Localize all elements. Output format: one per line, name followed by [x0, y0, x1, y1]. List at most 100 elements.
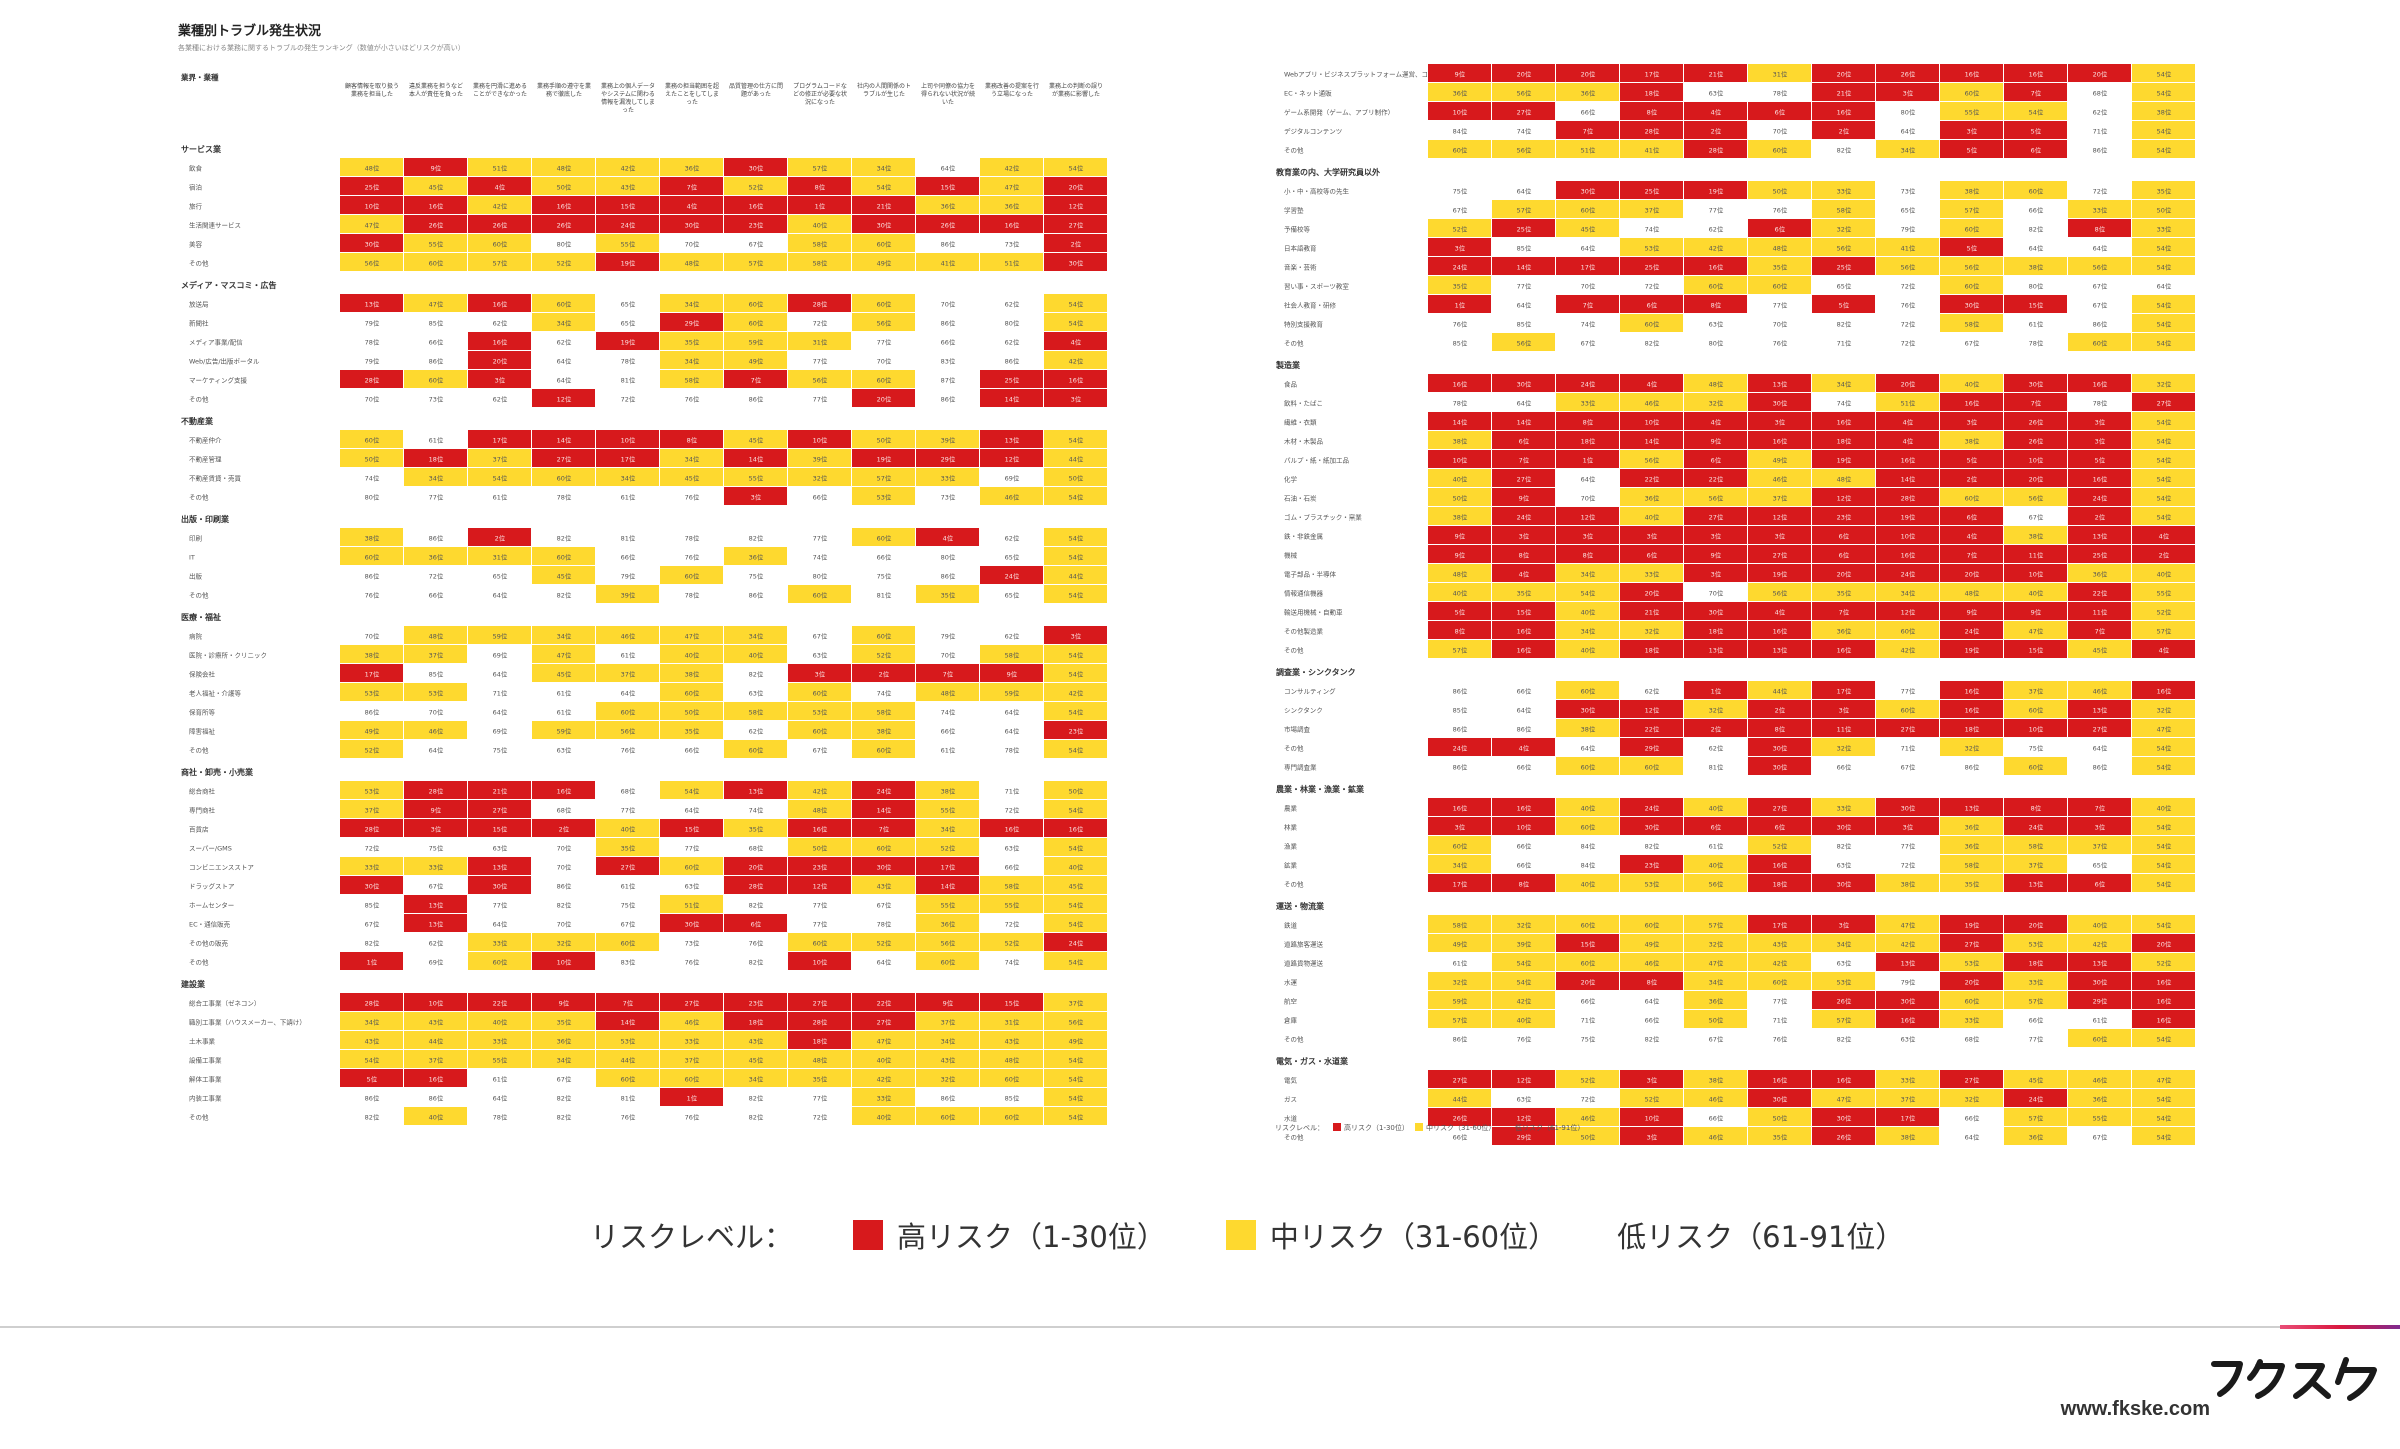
left-cell-value: 76位 [685, 958, 700, 967]
left-cell-value: 77位 [813, 534, 828, 543]
left-cell-value: 42位 [877, 1075, 892, 1084]
right-heat-cell [2132, 545, 2195, 563]
right-cell-value: 74位 [1645, 225, 1660, 234]
right-cell-value: 16位 [1965, 70, 1980, 79]
left-cell-value: 76位 [365, 591, 380, 600]
left-cell-value: 12位 [557, 395, 572, 404]
right-cell-value: 38位 [1581, 725, 1596, 734]
left-heat-cell [852, 740, 915, 758]
left-heat-cell [788, 857, 851, 875]
left-cell-value: 60位 [429, 376, 444, 385]
right-heat-cell [2068, 681, 2131, 699]
left-cell-value: 76位 [685, 395, 700, 404]
right-cell-value: 72位 [1581, 1095, 1596, 1104]
right-cell-value: 35位 [1517, 589, 1532, 598]
right-cell-value: 34位 [1837, 380, 1852, 389]
right-cell-value: 30位 [1837, 1114, 1852, 1123]
left-cell-value: 27位 [1069, 221, 1084, 230]
left-heat-cell [532, 1031, 595, 1049]
left-cell-value: 19位 [621, 259, 636, 268]
left-heat-cell [404, 857, 467, 875]
right-heat-cell [1492, 874, 1555, 892]
left-row-label: 解体工事業 [189, 1074, 222, 1083]
left-heat-cell [1044, 253, 1107, 271]
left-cell-value: 81位 [621, 1094, 636, 1103]
left-cell-value: 60位 [813, 591, 828, 600]
left-heat-cell [660, 993, 723, 1011]
left-heat-cell [340, 177, 403, 195]
left-heat-cell [916, 1012, 979, 1030]
right-heat-cell [2132, 295, 2195, 313]
right-heat-cell [1492, 469, 1555, 487]
site-url[interactable]: www.fkske.com [2060, 1398, 2210, 1420]
right-heat-cell [1876, 915, 1939, 933]
left-cell-value: 49位 [749, 357, 764, 366]
right-cell-value: 20位 [1837, 70, 1852, 79]
mini-legend-high-swatch [1333, 1123, 1341, 1131]
left-heat-cell [532, 158, 595, 176]
right-heat-cell [1620, 526, 1683, 544]
right-heat-cell [1620, 314, 1683, 332]
right-heat-cell [2068, 450, 2131, 468]
right-heat-cell [1940, 817, 2003, 835]
right-cell-value: 64位 [1901, 127, 1916, 136]
left-row-label: 設備工事業 [189, 1055, 222, 1064]
right-cell-value: 64位 [2093, 744, 2108, 753]
left-heat-cell [340, 196, 403, 214]
right-cell-value: 44位 [1773, 687, 1788, 696]
right-heat-cell [1940, 972, 2003, 990]
left-cell-value: 77位 [813, 920, 828, 929]
right-heat-cell [2068, 972, 2131, 990]
left-cell-value: 54位 [1069, 1075, 1084, 1084]
left-cell-value: 32位 [557, 939, 572, 948]
left-heat-cell [660, 721, 723, 739]
right-cell-value: 56位 [1837, 244, 1852, 253]
left-cell-value: 60位 [621, 1075, 636, 1084]
right-cell-value: 33位 [2157, 225, 2172, 234]
right-cell-value: 16位 [1837, 1076, 1852, 1085]
left-heat-cell [1044, 781, 1107, 799]
right-cell-value: 60位 [1581, 763, 1596, 772]
right-cell-value: 16位 [1965, 687, 1980, 696]
right-cell-value: 30位 [2093, 978, 2108, 987]
right-cell-value: 76位 [1901, 301, 1916, 310]
right-cell-value: 34位 [1453, 861, 1468, 870]
left-heat-cell [788, 952, 851, 970]
left-cell-value: 32位 [941, 1075, 956, 1084]
left-cell-value: 50位 [557, 183, 572, 192]
right-cell-value: 16位 [1901, 1016, 1916, 1025]
right-cell-value: 35位 [1965, 880, 1980, 889]
right-heat-cell [2132, 915, 2195, 933]
right-cell-value: 46位 [1773, 475, 1788, 484]
right-cell-value: 63位 [1709, 89, 1724, 98]
left-row-label: 専門商社 [189, 805, 216, 814]
left-cell-value: 58位 [749, 708, 764, 717]
left-cell-value: 74位 [941, 708, 956, 717]
left-cell-value: 7位 [943, 670, 954, 679]
right-cell-value: 25位 [1837, 263, 1852, 272]
right-row-label: 小・中・高校等の先生 [1284, 186, 1350, 195]
left-cell-value: 45位 [685, 474, 700, 483]
right-cell-value: 6位 [2095, 880, 2106, 889]
right-cell-value: 13位 [1709, 646, 1724, 655]
left-cell-value: 13位 [749, 787, 764, 796]
left-heat-cell [532, 468, 595, 486]
right-cell-value: 86位 [1517, 725, 1532, 734]
left-row-label: 不動産仲介 [189, 435, 222, 444]
right-heat-cell [1940, 121, 2003, 139]
right-heat-cell [1620, 1127, 1683, 1145]
left-heat-cell [724, 215, 787, 233]
right-heat-cell [2068, 1089, 2131, 1107]
right-cell-value: 18位 [1837, 437, 1852, 446]
right-heat-cell [1492, 1127, 1555, 1145]
left-heat-cell [788, 158, 851, 176]
right-heat-cell [1428, 295, 1491, 313]
right-heat-cell [1748, 469, 1811, 487]
left-cell-value: 7位 [687, 183, 698, 192]
left-cell-value: 79位 [365, 319, 380, 328]
right-cell-value: 57位 [1965, 206, 1980, 215]
right-cell-value: 36位 [1453, 89, 1468, 98]
right-heat-cell [1684, 874, 1747, 892]
left-cell-value: 69位 [429, 958, 444, 967]
left-cell-value: 77位 [429, 493, 444, 502]
